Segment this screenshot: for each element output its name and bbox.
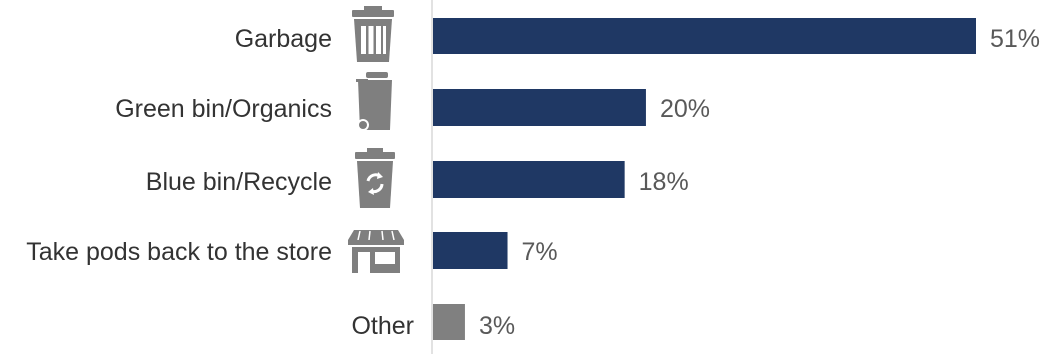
category-label: Take pods back to the store <box>26 238 332 266</box>
category-label: Garbage <box>235 25 332 53</box>
bar-green-bin-organics <box>433 89 646 126</box>
category-label: Blue bin/Recycle <box>146 168 332 196</box>
value-label: 7% <box>522 238 558 266</box>
store-icon <box>348 230 404 273</box>
bar-other <box>433 304 465 340</box>
bar-take-pods-back <box>433 232 508 269</box>
green-bin-icon <box>356 72 392 131</box>
bar-garbage <box>433 18 976 54</box>
category-label: Green bin/Organics <box>115 95 332 123</box>
value-label: 3% <box>479 312 515 340</box>
value-label: 18% <box>639 168 689 196</box>
trash-can-icon <box>352 6 394 62</box>
category-label: Other <box>351 312 414 340</box>
value-label: 51% <box>990 25 1040 53</box>
value-label: 20% <box>660 95 710 123</box>
bar-blue-bin-recycle <box>433 161 625 198</box>
recycle-bin-icon <box>355 148 395 208</box>
